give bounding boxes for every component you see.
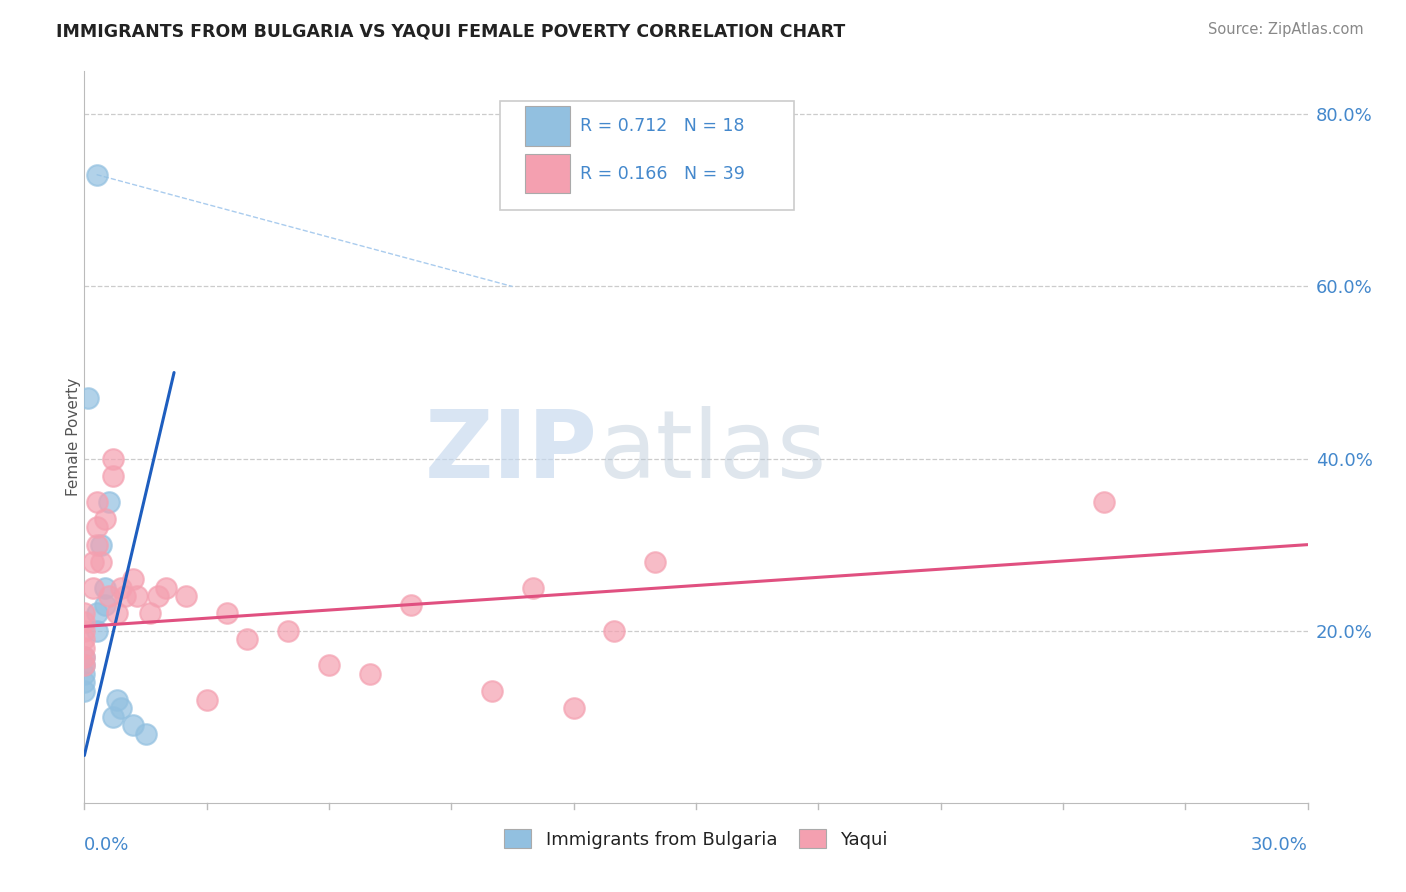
Point (114, 589, 136, 603)
Point (73, 607, 96, 621)
Point (359, 666, 381, 681)
Point (481, 684, 503, 698)
Point (101, 710, 124, 724)
Point (399, 598, 422, 612)
Point (174, 589, 197, 603)
Legend: Immigrants from Bulgaria, Yaqui: Immigrants from Bulgaria, Yaqui (496, 822, 896, 856)
Point (127, 589, 149, 603)
Point (146, 589, 169, 603)
Point (135, 727, 157, 741)
Point (73, 640, 96, 655)
Point (138, 607, 160, 621)
Point (122, 718, 145, 732)
Point (90, 555, 112, 569)
Text: 30.0%: 30.0% (1251, 836, 1308, 854)
Point (110, 581, 132, 595)
Text: atlas: atlas (598, 406, 827, 498)
Point (86, 538, 108, 552)
Text: 0.0%: 0.0% (84, 836, 129, 854)
Point (93, 512, 115, 526)
Point (97, 494, 120, 508)
Point (522, 581, 544, 595)
FancyBboxPatch shape (501, 101, 794, 211)
Point (86, 494, 108, 508)
Point (195, 692, 218, 706)
Point (86, 624, 108, 638)
Point (105, 607, 128, 621)
Point (217, 607, 239, 621)
Point (105, 692, 128, 706)
Point (562, 701, 585, 715)
Point (93, 598, 115, 612)
Text: R = 0.712   N = 18: R = 0.712 N = 18 (579, 117, 744, 135)
Point (155, 581, 177, 595)
Point (73, 658, 96, 673)
Point (93, 581, 115, 595)
Point (97, 589, 120, 603)
Point (82, 555, 104, 569)
Text: ZIP: ZIP (425, 406, 598, 498)
Point (603, 624, 626, 638)
Point (73, 649, 96, 664)
Point (86, 607, 108, 621)
Point (73, 684, 96, 698)
Point (101, 468, 124, 483)
Point (86, 520, 108, 534)
Point (644, 555, 666, 569)
Point (277, 624, 299, 638)
Point (73, 624, 96, 638)
Point (73, 675, 96, 690)
Text: R = 0.166   N = 39: R = 0.166 N = 39 (579, 164, 745, 183)
Point (318, 658, 340, 673)
Point (73, 666, 96, 681)
Point (122, 572, 145, 586)
Point (73, 658, 96, 673)
Point (236, 632, 259, 647)
Point (73, 632, 96, 647)
Point (77, 392, 100, 406)
Point (90, 538, 112, 552)
FancyBboxPatch shape (524, 106, 569, 145)
Point (73, 649, 96, 664)
Text: IMMIGRANTS FROM BULGARIA VS YAQUI FEMALE POVERTY CORRELATION CHART: IMMIGRANTS FROM BULGARIA VS YAQUI FEMALE… (56, 22, 845, 40)
FancyBboxPatch shape (524, 154, 569, 193)
Point (82, 581, 104, 595)
Point (101, 451, 124, 466)
Point (110, 701, 132, 715)
Point (86, 168, 108, 182)
Point (73, 615, 96, 629)
Text: Source: ZipAtlas.com: Source: ZipAtlas.com (1208, 22, 1364, 37)
Point (1092, 494, 1115, 508)
Y-axis label: Female Poverty: Female Poverty (66, 378, 80, 496)
